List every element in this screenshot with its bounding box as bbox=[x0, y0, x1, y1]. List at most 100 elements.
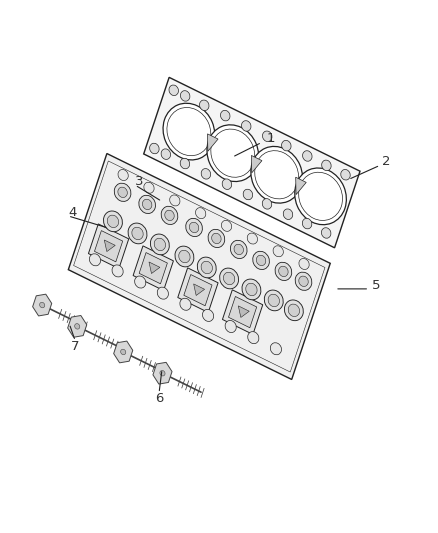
Ellipse shape bbox=[221, 220, 232, 231]
Polygon shape bbox=[223, 290, 263, 334]
Ellipse shape bbox=[241, 120, 251, 131]
Polygon shape bbox=[144, 77, 360, 248]
Ellipse shape bbox=[212, 233, 221, 244]
Ellipse shape bbox=[144, 182, 154, 193]
Polygon shape bbox=[104, 240, 115, 252]
Polygon shape bbox=[33, 294, 52, 316]
Ellipse shape bbox=[219, 268, 239, 289]
Ellipse shape bbox=[207, 125, 258, 182]
Ellipse shape bbox=[302, 219, 312, 229]
Ellipse shape bbox=[268, 294, 279, 306]
Text: 4: 4 bbox=[68, 206, 77, 219]
Ellipse shape bbox=[180, 91, 190, 101]
Polygon shape bbox=[88, 224, 129, 269]
Ellipse shape bbox=[225, 320, 236, 333]
Ellipse shape bbox=[282, 140, 291, 151]
Ellipse shape bbox=[139, 195, 155, 214]
Ellipse shape bbox=[200, 100, 209, 110]
Ellipse shape bbox=[223, 272, 235, 285]
Ellipse shape bbox=[154, 238, 166, 251]
Ellipse shape bbox=[189, 222, 199, 232]
Ellipse shape bbox=[262, 131, 272, 142]
Ellipse shape bbox=[161, 149, 170, 159]
Polygon shape bbox=[229, 296, 257, 328]
Ellipse shape bbox=[303, 151, 312, 161]
Ellipse shape bbox=[279, 266, 288, 277]
Ellipse shape bbox=[163, 103, 215, 160]
Text: 5: 5 bbox=[371, 279, 380, 292]
Text: 7: 7 bbox=[71, 340, 80, 353]
Polygon shape bbox=[133, 246, 173, 290]
Ellipse shape bbox=[39, 302, 45, 308]
Ellipse shape bbox=[299, 259, 309, 270]
Ellipse shape bbox=[74, 324, 80, 329]
Ellipse shape bbox=[222, 179, 232, 189]
Ellipse shape bbox=[246, 283, 257, 296]
Ellipse shape bbox=[132, 227, 143, 240]
Text: 2: 2 bbox=[382, 155, 391, 168]
Text: 3: 3 bbox=[135, 175, 144, 188]
Ellipse shape bbox=[230, 240, 247, 259]
Ellipse shape bbox=[175, 246, 194, 267]
Ellipse shape bbox=[157, 287, 169, 299]
Ellipse shape bbox=[262, 199, 272, 209]
Polygon shape bbox=[68, 154, 330, 379]
Ellipse shape bbox=[103, 211, 122, 232]
Ellipse shape bbox=[89, 254, 101, 266]
Ellipse shape bbox=[243, 189, 253, 200]
Ellipse shape bbox=[208, 229, 225, 247]
Ellipse shape bbox=[253, 251, 269, 270]
Ellipse shape bbox=[264, 290, 283, 311]
Polygon shape bbox=[208, 134, 218, 151]
Ellipse shape bbox=[169, 85, 178, 95]
Ellipse shape bbox=[270, 343, 282, 355]
Ellipse shape bbox=[295, 168, 346, 225]
Ellipse shape bbox=[160, 370, 165, 376]
Ellipse shape bbox=[150, 234, 170, 255]
Ellipse shape bbox=[220, 110, 230, 121]
Ellipse shape bbox=[341, 169, 350, 180]
Ellipse shape bbox=[161, 206, 178, 224]
Ellipse shape bbox=[180, 298, 191, 310]
Ellipse shape bbox=[201, 168, 211, 179]
Ellipse shape bbox=[202, 309, 214, 321]
Ellipse shape bbox=[120, 349, 126, 354]
Ellipse shape bbox=[195, 208, 206, 219]
Ellipse shape bbox=[288, 304, 300, 317]
Polygon shape bbox=[194, 284, 205, 295]
Ellipse shape bbox=[128, 223, 147, 244]
Ellipse shape bbox=[197, 257, 216, 278]
Ellipse shape bbox=[251, 147, 303, 203]
Ellipse shape bbox=[256, 255, 266, 265]
Ellipse shape bbox=[150, 143, 159, 154]
Ellipse shape bbox=[247, 233, 258, 244]
Ellipse shape bbox=[321, 160, 331, 171]
Polygon shape bbox=[178, 268, 218, 312]
Ellipse shape bbox=[275, 262, 292, 280]
Ellipse shape bbox=[295, 272, 312, 290]
Ellipse shape bbox=[234, 244, 244, 255]
Polygon shape bbox=[184, 274, 212, 306]
Ellipse shape bbox=[273, 246, 283, 257]
Ellipse shape bbox=[186, 219, 202, 237]
Ellipse shape bbox=[118, 187, 127, 198]
Polygon shape bbox=[114, 341, 133, 363]
Ellipse shape bbox=[321, 228, 331, 238]
Polygon shape bbox=[139, 253, 167, 284]
Polygon shape bbox=[251, 156, 262, 173]
Ellipse shape bbox=[134, 276, 146, 288]
Ellipse shape bbox=[284, 300, 304, 321]
Ellipse shape bbox=[299, 276, 308, 286]
Ellipse shape bbox=[114, 183, 131, 201]
Ellipse shape bbox=[248, 332, 259, 344]
Text: 6: 6 bbox=[155, 392, 163, 405]
Ellipse shape bbox=[283, 209, 293, 220]
Ellipse shape bbox=[242, 279, 261, 300]
Polygon shape bbox=[68, 316, 87, 337]
Ellipse shape bbox=[118, 169, 128, 181]
Polygon shape bbox=[296, 177, 306, 195]
Ellipse shape bbox=[112, 265, 123, 277]
Ellipse shape bbox=[179, 251, 190, 263]
Polygon shape bbox=[153, 362, 172, 384]
Polygon shape bbox=[238, 306, 249, 318]
